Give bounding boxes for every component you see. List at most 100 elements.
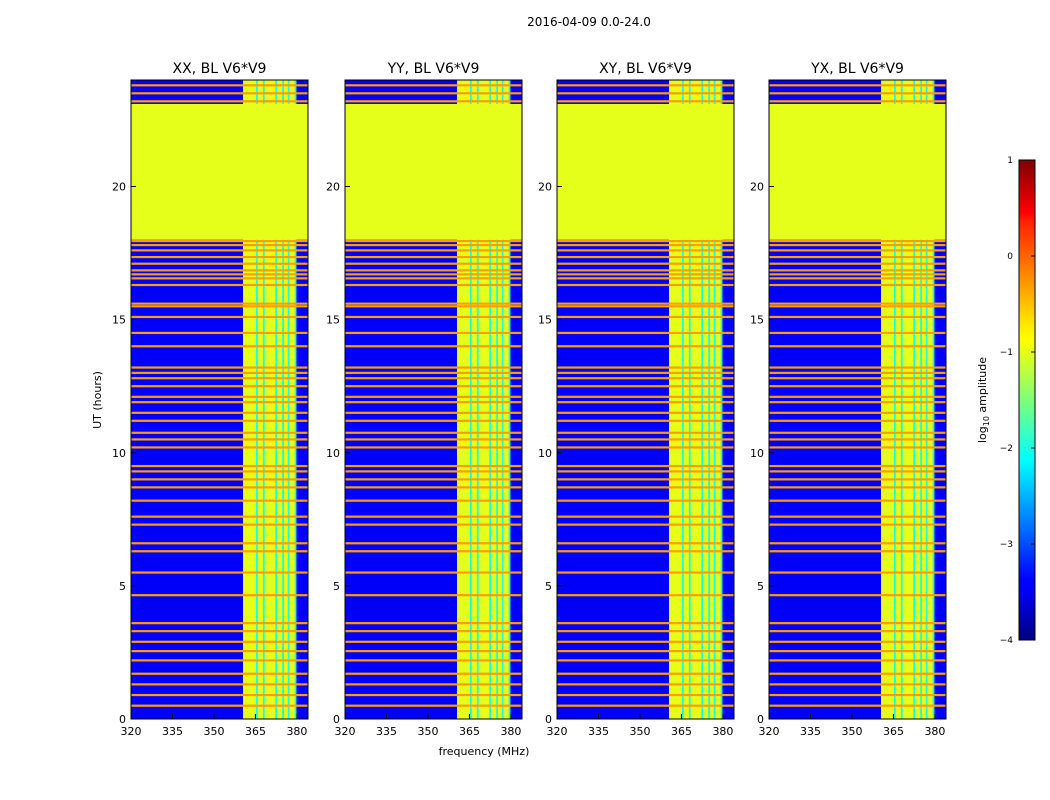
flagged-time-row (131, 371, 308, 374)
flagged-time-row (557, 693, 734, 697)
flagged-time-row (345, 486, 522, 489)
flagged-time-row (769, 255, 946, 259)
flagged-time-row (345, 377, 522, 380)
rfi-channel-column (688, 80, 691, 719)
flagged-time-row (131, 464, 308, 468)
flagged-time-row (131, 640, 308, 643)
flagged-time-row (131, 277, 308, 280)
flagged-time-row (131, 704, 308, 707)
flagged-time-row (345, 630, 522, 633)
flagged-time-row (557, 366, 734, 369)
flagged-time-row (557, 470, 734, 473)
colorbar: log10 amplitude 10−1−2−3−4 (976, 156, 1036, 646)
flagged-time-row (557, 305, 734, 308)
flagged-time-row (345, 84, 522, 87)
x-axis-label: frequency (MHz) (439, 745, 530, 758)
flagged-time-row (345, 594, 522, 597)
flagged-time-row (557, 550, 734, 553)
flagged-time-row (769, 277, 946, 280)
x-tick-label: 320 (121, 725, 142, 738)
rfi-channel-column (275, 80, 278, 719)
flagged-time-row (769, 249, 946, 252)
flagged-time-row (557, 571, 734, 574)
rfi-channel-column (920, 80, 923, 719)
x-tick-label: 365 (245, 725, 266, 738)
flagged-time-row (557, 486, 734, 489)
x-tick-label: 350 (203, 725, 224, 738)
flagged-time-row (557, 262, 734, 265)
flagged-time-row (557, 630, 734, 633)
panel-title: XY, BL V6*V9 (599, 61, 692, 77)
x-tick-label: 335 (376, 725, 397, 738)
flagged-time-row (769, 438, 946, 441)
flagged-time-row (131, 377, 308, 380)
x-tick-label: 365 (459, 725, 480, 738)
flagged-time-row (345, 411, 522, 414)
rfi-channel-column (893, 80, 896, 719)
flagged-time-row (131, 100, 308, 103)
flagged-time-row (131, 419, 308, 422)
flagged-time-row (769, 385, 946, 388)
y-tick-label: 15 (750, 314, 764, 327)
x-tick-label: 365 (671, 725, 692, 738)
y-tick-label: 0 (333, 713, 340, 726)
y-tick-label: 15 (326, 314, 340, 327)
flagged-time-row (769, 523, 946, 526)
flagged-time-row (557, 401, 734, 404)
flagged-time-row (769, 100, 946, 103)
rfi-channel-column (925, 80, 928, 719)
flagged-time-row (345, 269, 522, 272)
flagged-time-row (345, 431, 522, 434)
rfi-channel-column (496, 80, 499, 719)
panel-frame (344, 79, 523, 720)
data-gap-block (769, 103, 946, 240)
flagged-time-row (345, 401, 522, 404)
flagged-time-row (557, 92, 734, 95)
flagged-time-row (557, 542, 734, 545)
flagged-time-row (769, 269, 946, 272)
colorbar-tick-label: −3 (1000, 540, 1013, 550)
flagged-time-row (131, 550, 308, 553)
flagged-time-row (769, 594, 946, 597)
flagged-time-row (769, 486, 946, 489)
rfi-channel-column (708, 80, 711, 719)
flagged-time-row (769, 431, 946, 434)
flagged-time-row (131, 542, 308, 545)
rfi-channel-column (287, 80, 290, 719)
flagged-time-row (769, 683, 946, 686)
rfi-channel-column (469, 80, 472, 719)
flagged-time-row (557, 704, 734, 707)
flagged-time-row (769, 371, 946, 374)
y-tick-label: 15 (112, 314, 126, 327)
flagged-time-row (769, 630, 946, 633)
flagged-time-row (769, 640, 946, 643)
flagged-time-row (345, 650, 522, 653)
flagged-time-row (557, 640, 734, 643)
flagged-time-row (557, 377, 734, 380)
flagged-time-row (345, 704, 522, 707)
flagged-time-row (345, 366, 522, 369)
flagged-time-row (345, 550, 522, 553)
flagged-time-row (345, 385, 522, 388)
flagged-time-row (131, 249, 308, 252)
rfi-channel-column (255, 80, 258, 719)
flagged-time-row (769, 672, 946, 675)
flagged-time-row (557, 273, 734, 276)
flagged-time-row (557, 499, 734, 502)
rfi-channel-column (501, 80, 504, 719)
y-axis-label: UT (hours) (91, 371, 104, 429)
panel-frame (556, 79, 735, 720)
flagged-time-row (769, 470, 946, 473)
flagged-time-row (557, 672, 734, 675)
flagged-time-row (557, 255, 734, 259)
flagged-time-row (131, 571, 308, 574)
panel-title: XX, BL V6*V9 (173, 61, 267, 77)
flagged-time-row (557, 283, 734, 287)
x-tick-label: 350 (417, 725, 438, 738)
data-gap-block (345, 103, 522, 240)
flagged-time-row (131, 594, 308, 597)
flagged-time-row (345, 478, 522, 481)
data-gap-block (557, 103, 734, 240)
data-gap-block (131, 103, 308, 240)
